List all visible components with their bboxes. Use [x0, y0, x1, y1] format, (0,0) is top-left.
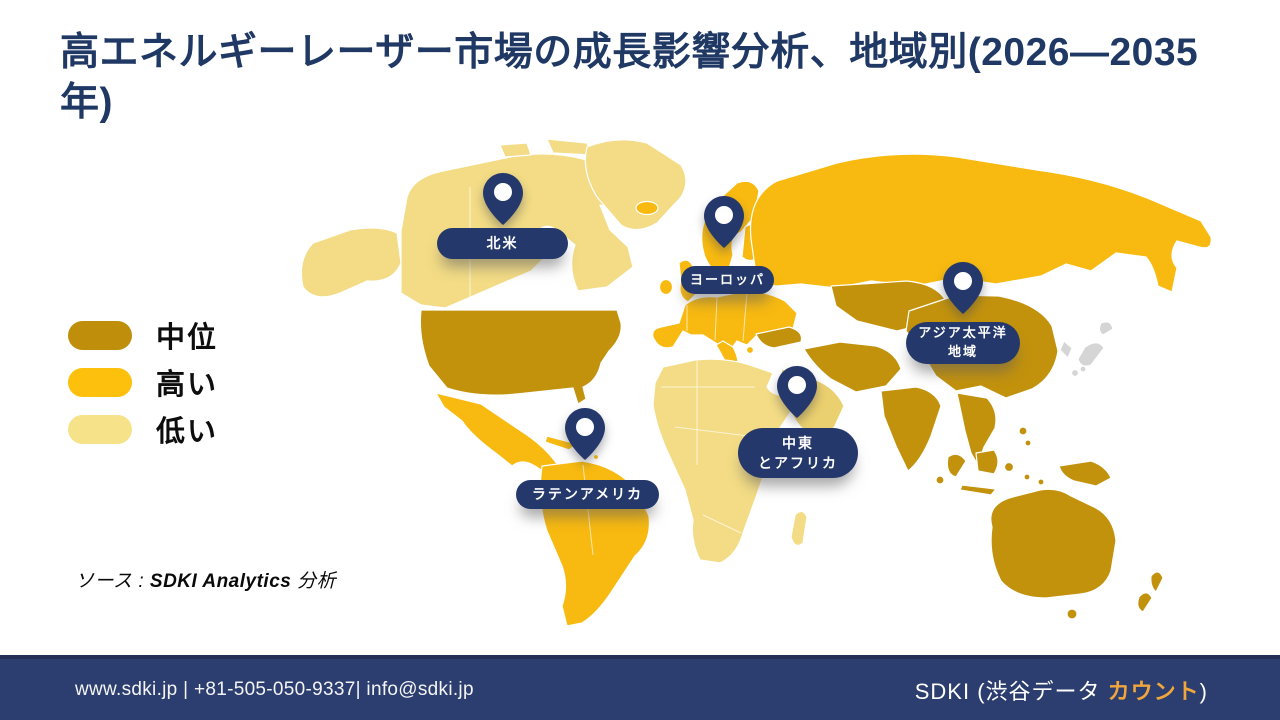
map-label-text: 中東	[782, 434, 814, 451]
footer-bar: www.sdki.jp | +81-505-050-9337| info@sdk…	[0, 655, 1280, 720]
world-map-svg	[300, 138, 1212, 627]
world-map	[295, 135, 1240, 640]
source-prefix: ソース :	[75, 571, 150, 592]
legend: 中位 高い 低い	[68, 320, 218, 461]
legend-swatch-high	[68, 367, 132, 397]
source-name: SDKI Analytics	[149, 571, 292, 592]
source-note: ソース : SDKI Analytics 分析	[75, 566, 336, 593]
footer-brand: SDKI (渋谷データ カウント)	[915, 674, 1208, 706]
legend-swatch-low	[68, 414, 132, 444]
map-label-text: ラテンアメリカ	[531, 486, 644, 503]
map-label-text: 地域	[947, 344, 978, 359]
map-label-text: ヨーロッパ	[689, 271, 765, 287]
map-label-europe[interactable]: ヨーロッパ	[681, 266, 774, 294]
map-pin-icon	[565, 408, 605, 460]
footer-brand-suffix: )	[1199, 678, 1208, 704]
source-suffix: 分析	[291, 571, 337, 592]
map-label-latin-america[interactable]: ラテンアメリカ	[516, 480, 659, 509]
map-pin-europe[interactable]	[704, 196, 744, 248]
legend-label-high: 高い	[156, 369, 219, 401]
footer-brand-prefix: SDKI (渋谷データ	[914, 678, 1108, 704]
page-title: 高エネルギーレーザー市場の成長影響分析、地域別(2026—2035年)	[60, 31, 1199, 124]
map-pin-icon	[777, 366, 817, 418]
map-label-asia-pacific[interactable]: アジア太平洋 地域	[906, 322, 1020, 364]
map-pin-north-america[interactable]	[483, 173, 523, 225]
footer-brand-highlight: カウント	[1107, 678, 1200, 704]
map-label-text: とアフリカ	[758, 455, 838, 471]
map-label-middle-east-africa[interactable]: 中東 とアフリカ	[738, 428, 858, 478]
legend-item-medium: 中位	[68, 320, 218, 354]
legend-item-high: 高い	[68, 367, 218, 401]
map-label-text: アジア太平洋	[918, 325, 1008, 341]
legend-item-low: 低い	[68, 414, 218, 448]
legend-label-low: 低い	[156, 416, 219, 448]
map-pin-icon	[483, 173, 523, 225]
map-pin-latin-america[interactable]	[565, 408, 605, 460]
legend-swatch-medium	[68, 320, 132, 350]
footer-contact: www.sdki.jp | +81-505-050-9337| info@sdk…	[75, 678, 474, 700]
map-pin-middle-east-africa[interactable]	[777, 366, 817, 418]
map-label-text: 北米	[486, 235, 519, 252]
map-pin-icon	[943, 262, 983, 314]
map-label-north-america[interactable]: 北米	[437, 228, 568, 259]
map-pin-icon	[704, 196, 744, 248]
legend-label-medium: 中位	[156, 322, 219, 354]
map-pin-asia-pacific[interactable]	[943, 262, 983, 314]
